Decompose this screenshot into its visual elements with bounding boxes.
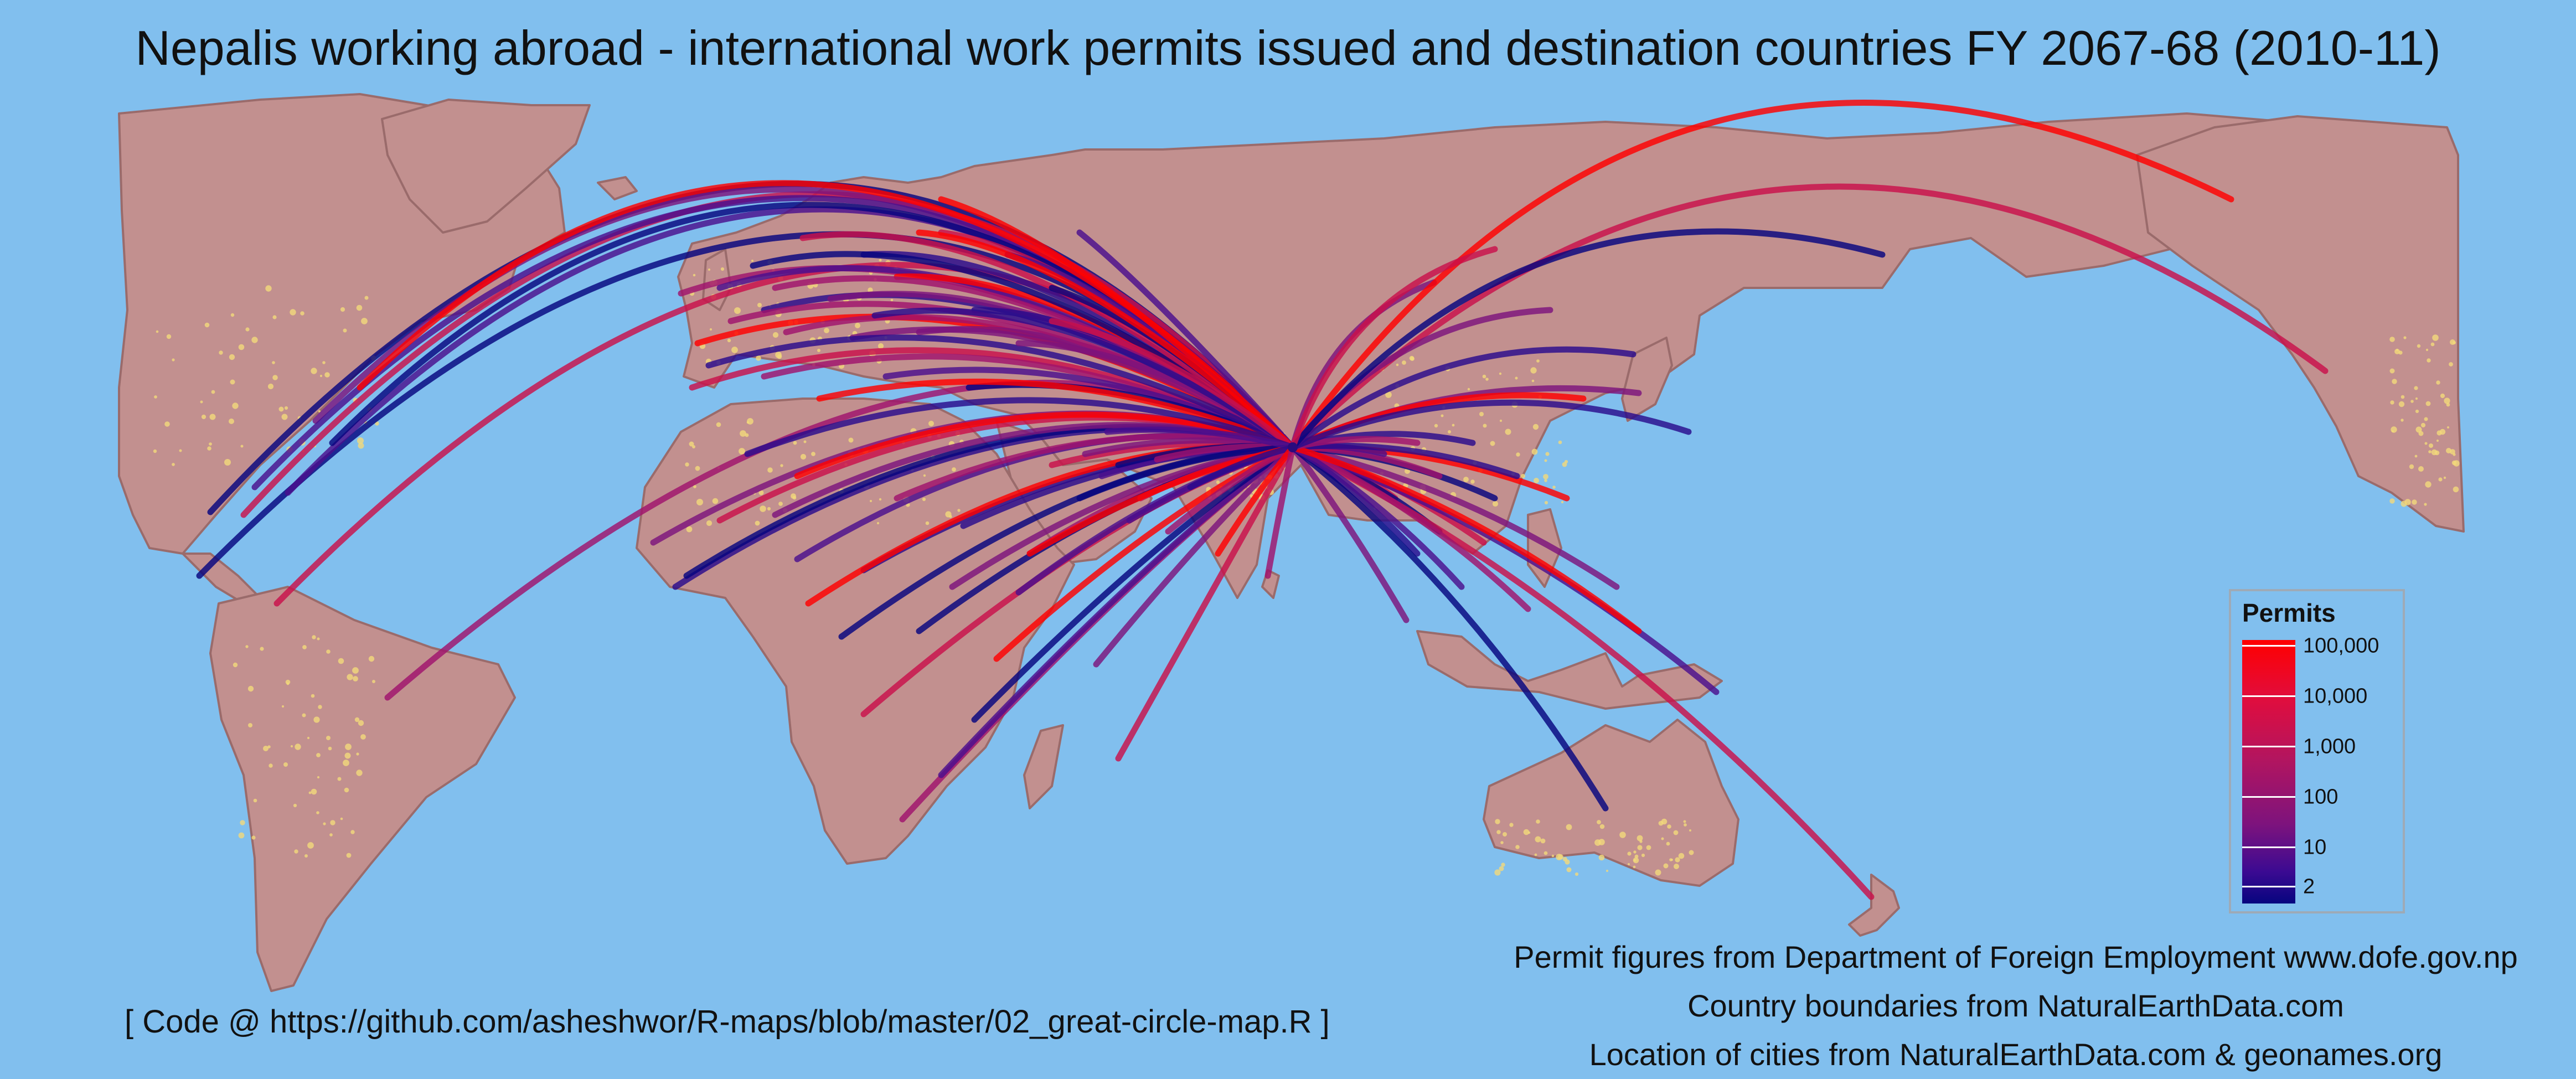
permit-route-line: [705, 334, 1296, 451]
permit-route-line: [1289, 399, 1692, 451]
permit-route-line: [799, 231, 1296, 451]
legend-label-100: 100: [2303, 785, 2338, 809]
permit-route-line: [938, 196, 1296, 451]
permit-route-line: [1289, 100, 2234, 451]
code-source-note: [ Code @ https://github.com/asheshwor/R-…: [125, 1004, 1330, 1040]
permit-route-line: [794, 411, 1296, 479]
permit-route-line: [1289, 444, 1465, 590]
land-south-america: [209, 586, 516, 992]
credit-city-locations: Location of cities from NaturalEarthData…: [1589, 1037, 2443, 1072]
permit-route-line: [1049, 318, 1296, 451]
legend-title: Permits: [2242, 598, 2336, 627]
legend-label-10: 10: [2303, 835, 2327, 859]
permit-route-line: [871, 307, 1296, 451]
permit-route-line: [916, 229, 1296, 451]
permit-route-line: [1289, 444, 1620, 590]
permit-route-line: [1264, 444, 1296, 579]
permit-route-line: [816, 378, 1296, 451]
permit-route-line: [1289, 346, 1637, 451]
permit-route-line: [1215, 444, 1296, 557]
land-new-zealand: [1848, 874, 1900, 937]
permit-route-line: [1289, 444, 1410, 623]
permit-route-line: [971, 444, 1296, 723]
permit-route-line: [1076, 229, 1296, 451]
permit-route-line: [1289, 183, 2329, 451]
legend-label-2: 2: [2303, 875, 2315, 899]
land-eurasia: [677, 112, 2365, 599]
legend-tick: [2242, 886, 2295, 887]
permit-route-line: [1289, 444, 1609, 812]
legend-tick: [2242, 796, 2295, 798]
permit-route-line: [1289, 228, 1886, 451]
legend-tick: [2242, 746, 2295, 747]
permit-route-line: [1289, 444, 1642, 634]
land-alaska-canada-east: [2136, 115, 2465, 533]
data-credits: Permit figures from Department of Foreig…: [1462, 933, 2569, 1079]
legend-label-1000: 1,000: [2303, 735, 2356, 758]
legend-tick: [2242, 645, 2295, 647]
legend-label-10000: 10,000: [2303, 684, 2368, 708]
permit-route-line: [1289, 442, 1520, 479]
legend-label-100000: 100,000: [2303, 634, 2379, 658]
origin-nepal-marker: [1288, 442, 1298, 452]
land-australia: [1483, 719, 1739, 887]
legend-tick: [2242, 846, 2295, 848]
land-greenland: [381, 99, 591, 234]
credit-permit-figures: Permit figures from Department of Foreig…: [1514, 939, 2518, 974]
permit-route-line: [1115, 444, 1296, 762]
map-title: Nepalis working abroad - international w…: [135, 20, 2441, 75]
permit-route-line: [1104, 426, 1296, 451]
permit-route-line: [1289, 444, 1531, 612]
permit-route-line: [1289, 246, 1498, 451]
permit-route-line: [744, 397, 1296, 457]
permit-route-line: [1076, 444, 1296, 502]
permit-route-line: [1187, 444, 1296, 491]
permit-route-line: [938, 444, 1296, 778]
permit-route-line: [1165, 444, 1296, 535]
permit-route-line: [240, 191, 1296, 518]
credit-country-boundaries: Country boundaries from NaturalEarthData…: [1687, 988, 2344, 1023]
permits-legend: Permits 100,000 10,000 1,000 100 10 2: [2229, 589, 2405, 913]
land-japan: [1621, 337, 1673, 422]
route-lines: [196, 100, 2329, 900]
legend-tick: [2242, 695, 2295, 697]
land-madagascar: [1023, 724, 1064, 809]
permit-route-line: [1093, 444, 1296, 668]
land-iceland: [597, 176, 638, 200]
legend-color-bar: [2242, 640, 2295, 904]
